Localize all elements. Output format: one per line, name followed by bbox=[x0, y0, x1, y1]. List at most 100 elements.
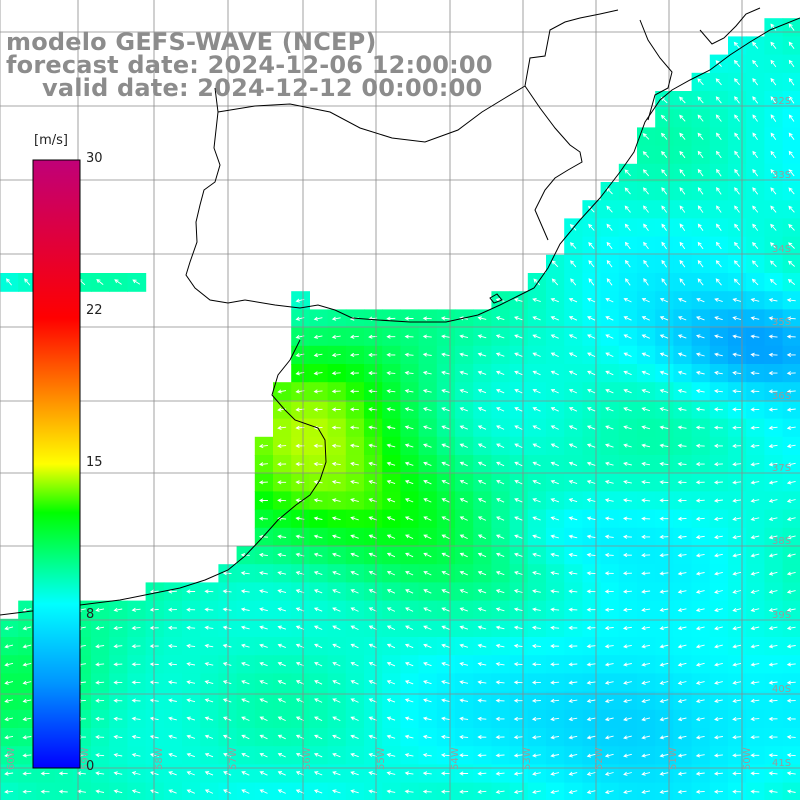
wind-arrow bbox=[240, 607, 250, 612]
wind-arrow bbox=[550, 589, 560, 594]
wind-arrow bbox=[679, 114, 686, 122]
wind-arrow bbox=[368, 552, 377, 558]
wind-arrow bbox=[277, 643, 286, 649]
wind-arrow bbox=[22, 771, 32, 776]
wind-arrow bbox=[659, 589, 669, 594]
wind-arrow bbox=[568, 589, 578, 594]
wind-arrow bbox=[477, 498, 487, 503]
wind-arrow bbox=[586, 516, 596, 521]
wind-arrow bbox=[550, 352, 559, 358]
wind-arrow bbox=[149, 716, 159, 721]
wind-arrow bbox=[223, 789, 232, 794]
wind-arrow bbox=[659, 771, 669, 776]
wind-arrow bbox=[677, 717, 687, 722]
wind-arrow bbox=[768, 480, 778, 485]
wind-arrow bbox=[131, 644, 141, 649]
wind-arrow bbox=[459, 370, 469, 375]
wind-arrow bbox=[331, 371, 341, 376]
wind-arrow bbox=[550, 498, 560, 503]
wind-arrow bbox=[131, 753, 141, 758]
wind-arrow bbox=[532, 479, 541, 485]
wind-arrow bbox=[459, 388, 469, 394]
latitude-label: 33S bbox=[772, 170, 791, 181]
wind-arrow bbox=[750, 607, 760, 613]
wind-arrow bbox=[697, 96, 704, 104]
wind-arrow bbox=[568, 571, 578, 576]
longitude-label: 51W bbox=[668, 747, 679, 770]
wind-speed-cell bbox=[782, 163, 800, 183]
wind-arrow bbox=[441, 589, 450, 594]
wind-arrow bbox=[677, 425, 687, 430]
coastline bbox=[0, 7, 800, 616]
wind-speed-cell bbox=[345, 782, 365, 800]
wind-arrow bbox=[786, 352, 796, 357]
wind-arrow bbox=[24, 278, 31, 286]
wind-arrow bbox=[313, 570, 323, 576]
wind-arrow bbox=[331, 334, 341, 339]
latitude-label: 38S bbox=[772, 536, 791, 547]
wind-arrow bbox=[332, 698, 341, 703]
wind-arrow bbox=[604, 735, 614, 740]
wind-arrow bbox=[661, 205, 668, 213]
wind-arrow bbox=[459, 661, 469, 667]
wind-arrow bbox=[350, 625, 359, 631]
wind-arrow bbox=[477, 716, 487, 721]
wind-arrow bbox=[350, 461, 359, 466]
wind-speed-cell bbox=[182, 782, 201, 800]
wind-arrow bbox=[604, 534, 614, 539]
wind-arrow bbox=[605, 370, 614, 376]
wind-arrow bbox=[113, 607, 123, 612]
wind-arrow bbox=[752, 168, 759, 177]
wind-arrow bbox=[695, 443, 705, 448]
wind-arrow bbox=[386, 534, 396, 539]
wind-arrow bbox=[495, 735, 505, 740]
wind-arrow bbox=[714, 607, 723, 613]
wind-arrow bbox=[696, 334, 705, 339]
wind-arrow bbox=[770, 132, 777, 140]
wind-arrow bbox=[459, 534, 468, 540]
wind-arrow bbox=[732, 480, 742, 485]
wind-arrow bbox=[422, 352, 432, 357]
wind-arrow bbox=[95, 626, 105, 631]
wind-arrow bbox=[697, 223, 704, 231]
wind-arrow bbox=[386, 352, 396, 357]
wind-arrow bbox=[168, 698, 177, 703]
wind-arrow bbox=[714, 680, 723, 685]
wind-arrow bbox=[622, 534, 632, 539]
wind-arrow bbox=[514, 352, 523, 357]
wind-arrow bbox=[168, 752, 177, 758]
wind-arrow bbox=[751, 260, 759, 268]
wind-arrow bbox=[149, 644, 159, 649]
wind-arrow bbox=[204, 771, 214, 776]
wind-arrow bbox=[496, 425, 505, 430]
wind-arrow bbox=[786, 607, 796, 612]
wind-arrow bbox=[459, 716, 469, 721]
wind-arrow bbox=[258, 480, 268, 485]
wind-arrow bbox=[605, 316, 614, 321]
wind-arrow bbox=[550, 644, 560, 649]
wind-arrow bbox=[550, 771, 560, 776]
wind-arrow bbox=[606, 278, 613, 286]
wind-arrow bbox=[441, 607, 450, 612]
wind-arrow bbox=[459, 625, 469, 630]
wind-speed-cell bbox=[145, 782, 165, 800]
wind-arrow bbox=[677, 388, 687, 394]
wind-arrow bbox=[679, 223, 686, 232]
wind-arrow bbox=[386, 334, 396, 339]
wind-arrow bbox=[349, 443, 359, 448]
wind-arrow bbox=[624, 205, 631, 213]
colorbar-tick-22: 22 bbox=[86, 303, 103, 318]
wind-arrow bbox=[750, 389, 760, 394]
wind-arrow bbox=[586, 717, 596, 722]
wind-arrow bbox=[386, 498, 396, 503]
wind-arrow bbox=[349, 334, 359, 339]
wind-arrow bbox=[659, 425, 669, 430]
wind-arrow bbox=[259, 698, 268, 703]
wind-arrow bbox=[495, 643, 505, 648]
wind-arrow bbox=[550, 479, 559, 485]
wind-arrow bbox=[768, 771, 778, 776]
wind-arrow bbox=[277, 661, 286, 667]
wind-arrow bbox=[386, 316, 396, 321]
wind-arrow bbox=[477, 461, 487, 467]
wind-arrow bbox=[422, 734, 432, 739]
